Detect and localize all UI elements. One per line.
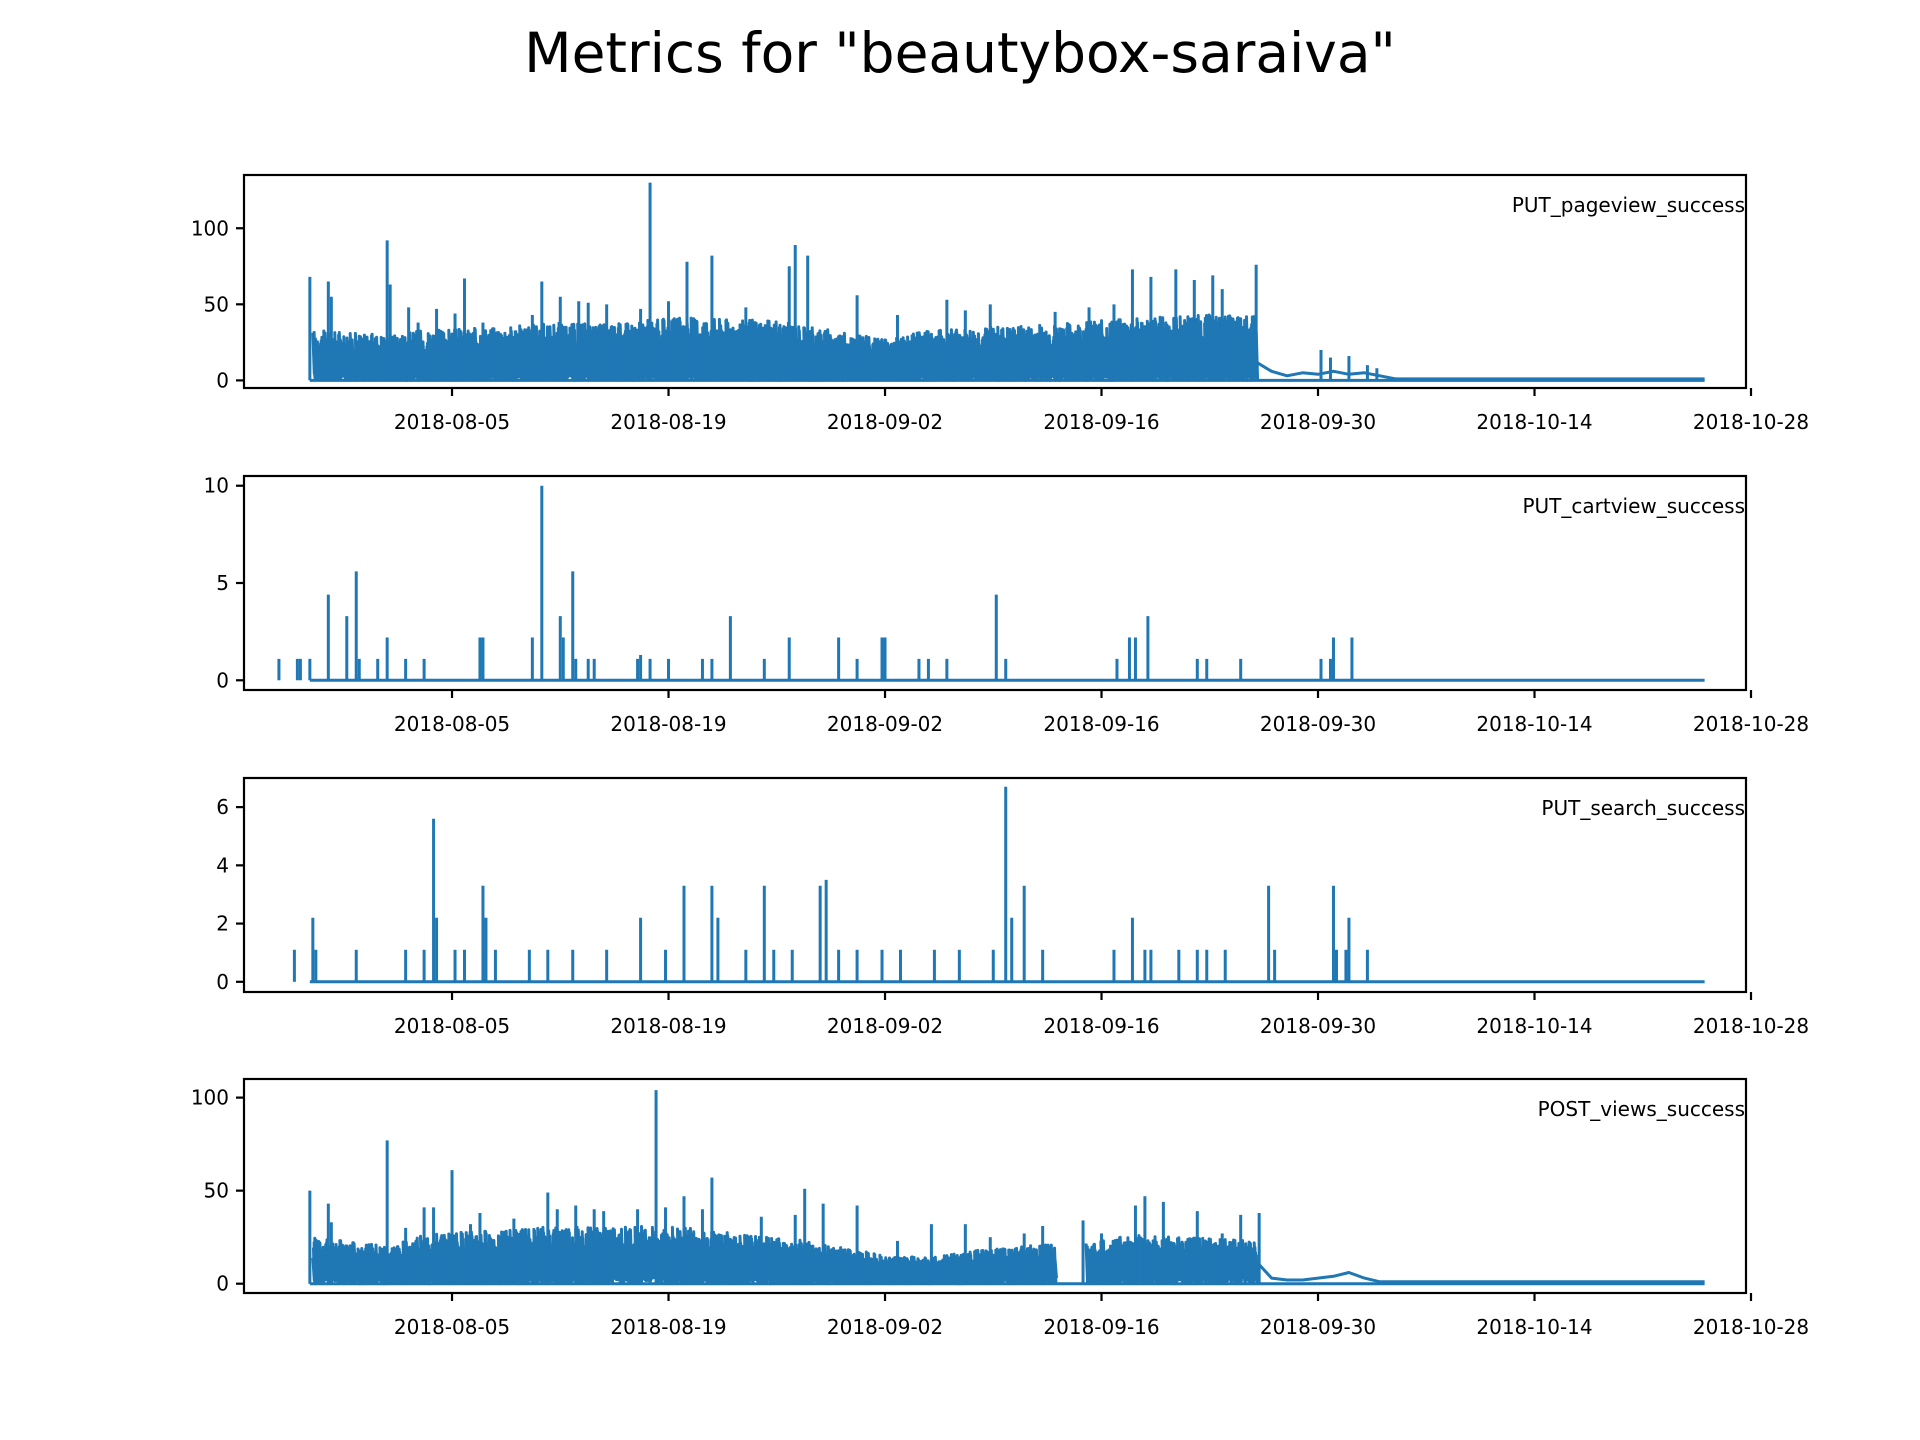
series-band-second bbox=[1084, 1234, 1260, 1286]
x-tick-label: 2018-08-19 bbox=[610, 1315, 726, 1339]
x-tick-label: 2018-09-02 bbox=[827, 1014, 943, 1038]
x-tick-label: 2018-08-05 bbox=[394, 712, 510, 736]
x-tick-label: 2018-10-28 bbox=[1693, 1315, 1809, 1339]
x-tick-label: 2018-10-28 bbox=[1693, 1014, 1809, 1038]
y-tick-label: 100 bbox=[191, 1086, 229, 1110]
y-tick-label: 0 bbox=[216, 668, 229, 692]
x-tick-label: 2018-10-14 bbox=[1476, 410, 1592, 434]
x-tick-label: 2018-08-05 bbox=[394, 410, 510, 434]
plot-area bbox=[277, 485, 1705, 682]
x-tick-label: 2018-09-02 bbox=[827, 1315, 943, 1339]
x-tick-label: 2018-10-14 bbox=[1476, 1014, 1592, 1038]
x-tick-label: 2018-10-28 bbox=[1693, 410, 1809, 434]
x-tick-label: 2018-10-14 bbox=[1476, 712, 1592, 736]
series-band bbox=[311, 313, 1260, 382]
y-tick-label: 6 bbox=[216, 795, 229, 819]
x-tick-label: 2018-09-16 bbox=[1043, 1315, 1159, 1339]
x-tick-label: 2018-08-05 bbox=[394, 1014, 510, 1038]
y-tick-label: 50 bbox=[204, 1179, 229, 1203]
panel-series-label: PUT_pageview_success bbox=[1512, 193, 1745, 217]
panel-series-label: PUT_search_success bbox=[1541, 796, 1745, 820]
plot-area bbox=[292, 786, 1705, 984]
y-tick-label: 5 bbox=[216, 571, 229, 595]
x-tick-label: 2018-08-05 bbox=[394, 1315, 510, 1339]
panel-series-label: POST_views_success bbox=[1538, 1097, 1745, 1121]
x-tick-label: 2018-08-19 bbox=[610, 410, 726, 434]
plot-frame bbox=[242, 173, 1748, 390]
x-tick-label: 2018-09-30 bbox=[1260, 410, 1376, 434]
x-tick-label: 2018-09-30 bbox=[1260, 1014, 1376, 1038]
x-tick-label: 2018-09-30 bbox=[1260, 1315, 1376, 1339]
plot-area bbox=[308, 1090, 1705, 1286]
series-tail bbox=[1255, 360, 1705, 381]
x-tick-label: 2018-08-19 bbox=[610, 712, 726, 736]
x-tick-label: 2018-09-16 bbox=[1043, 1014, 1159, 1038]
plot-frame bbox=[242, 776, 1748, 994]
panel-series-label: PUT_cartview_success bbox=[1522, 494, 1745, 518]
y-tick-label: 50 bbox=[204, 292, 229, 316]
x-tick-label: 2018-09-30 bbox=[1260, 712, 1376, 736]
y-tick-label: 0 bbox=[216, 1272, 229, 1296]
x-tick-label: 2018-09-16 bbox=[1043, 410, 1159, 434]
y-tick-label: 0 bbox=[216, 368, 229, 392]
x-tick-label: 2018-09-02 bbox=[827, 410, 943, 434]
panel-PUT_cartview_success: 0 5 10 2018-08-05 2018-08-19 2018-09-02 2018-0… bbox=[204, 474, 1810, 736]
plot-frame bbox=[242, 1077, 1748, 1295]
panel-PUT_search_success: 0 2 4 6 2018-08-05 2018-08-19 2018-09-02 2018-0… bbox=[216, 776, 1809, 1038]
panel-POST_views_success: 0 50 100 2018-08-05 2018-08-19 2018-09-02 2018… bbox=[191, 1077, 1809, 1339]
x-tick-label: 2018-10-14 bbox=[1476, 1315, 1592, 1339]
chart-title: Metrics for "beautybox-saraiva" bbox=[524, 21, 1396, 85]
x-tick-label: 2018-09-16 bbox=[1043, 712, 1159, 736]
panel-PUT_pageview_success: 0 50 100 2018-08-05 2018-08-19 2018-09-02 2018… bbox=[191, 173, 1809, 434]
series-tail bbox=[1255, 1260, 1705, 1284]
plot-area bbox=[308, 182, 1705, 382]
y-tick-label: 2 bbox=[216, 912, 229, 936]
y-tick-label: 4 bbox=[216, 853, 229, 877]
y-tick-label: 0 bbox=[216, 970, 229, 994]
y-tick-label: 100 bbox=[191, 216, 229, 240]
x-tick-label: 2018-09-02 bbox=[827, 712, 943, 736]
x-tick-label: 2018-08-19 bbox=[610, 1014, 726, 1038]
x-tick-label: 2018-10-28 bbox=[1693, 712, 1809, 736]
y-tick-label: 10 bbox=[204, 474, 229, 498]
